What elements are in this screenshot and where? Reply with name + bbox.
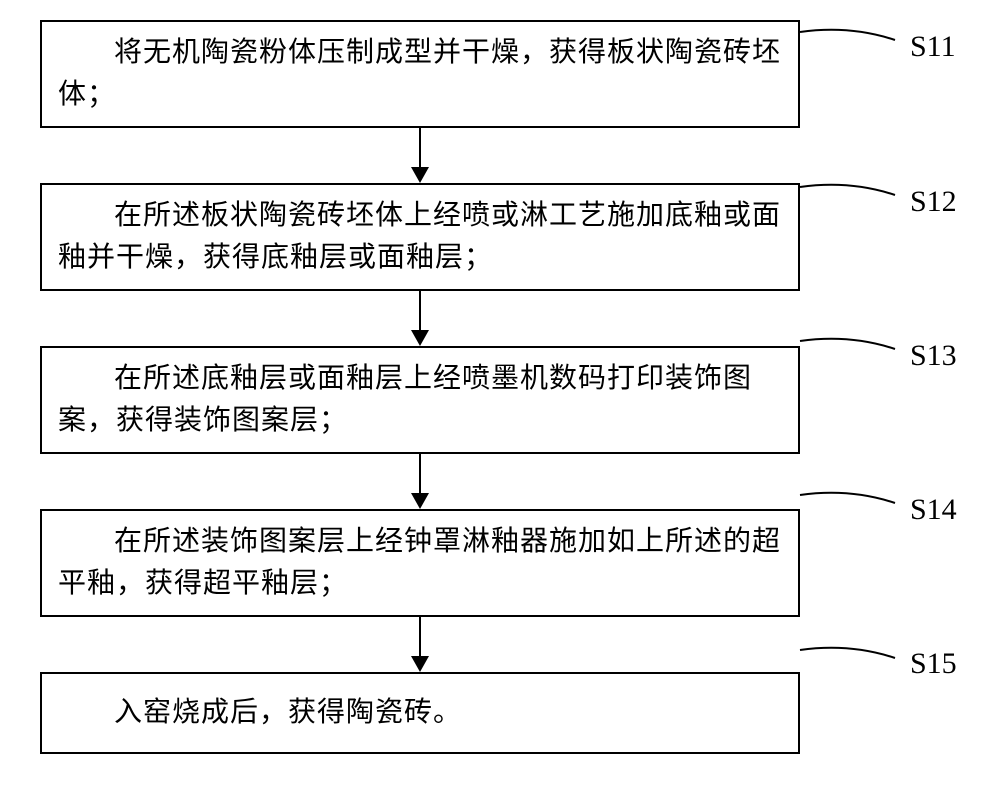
step-label-s15: S15 — [910, 647, 957, 681]
step-text: 在所述板状陶瓷砖坯体上经喷或淋工艺施加底釉或面釉并干燥，获得底釉层或面釉层； — [58, 195, 782, 279]
arrow — [40, 128, 800, 183]
step-box-s15: 入窑烧成后，获得陶瓷砖。 — [40, 672, 800, 754]
step-label-s11: S11 — [910, 30, 956, 64]
step-label-s14: S14 — [910, 493, 957, 527]
step-label-s12: S12 — [910, 185, 957, 219]
flowchart-column: 将无机陶瓷粉体压制成型并干燥，获得板状陶瓷砖坯体； 在所述板状陶瓷砖坯体上经喷或… — [40, 20, 800, 754]
step-text: 在所述装饰图案层上经钟罩淋釉器施加如上所述的超平釉，获得超平釉层； — [58, 521, 782, 605]
arrow — [40, 454, 800, 509]
step-text: 入窑烧成后，获得陶瓷砖。 — [58, 692, 782, 734]
arrow — [40, 617, 800, 672]
step-text: 将无机陶瓷粉体压制成型并干燥，获得板状陶瓷砖坯体； — [58, 32, 782, 116]
step-box-s12: 在所述板状陶瓷砖坯体上经喷或淋工艺施加底釉或面釉并干燥，获得底釉层或面釉层； — [40, 183, 800, 291]
arrow — [40, 291, 800, 346]
step-box-s11: 将无机陶瓷粉体压制成型并干燥，获得板状陶瓷砖坯体； — [40, 20, 800, 128]
step-box-s13: 在所述底釉层或面釉层上经喷墨机数码打印装饰图案，获得装饰图案层； — [40, 346, 800, 454]
step-label-s13: S13 — [910, 339, 957, 373]
step-box-s14: 在所述装饰图案层上经钟罩淋釉器施加如上所述的超平釉，获得超平釉层； — [40, 509, 800, 617]
step-text: 在所述底釉层或面釉层上经喷墨机数码打印装饰图案，获得装饰图案层； — [58, 358, 782, 442]
